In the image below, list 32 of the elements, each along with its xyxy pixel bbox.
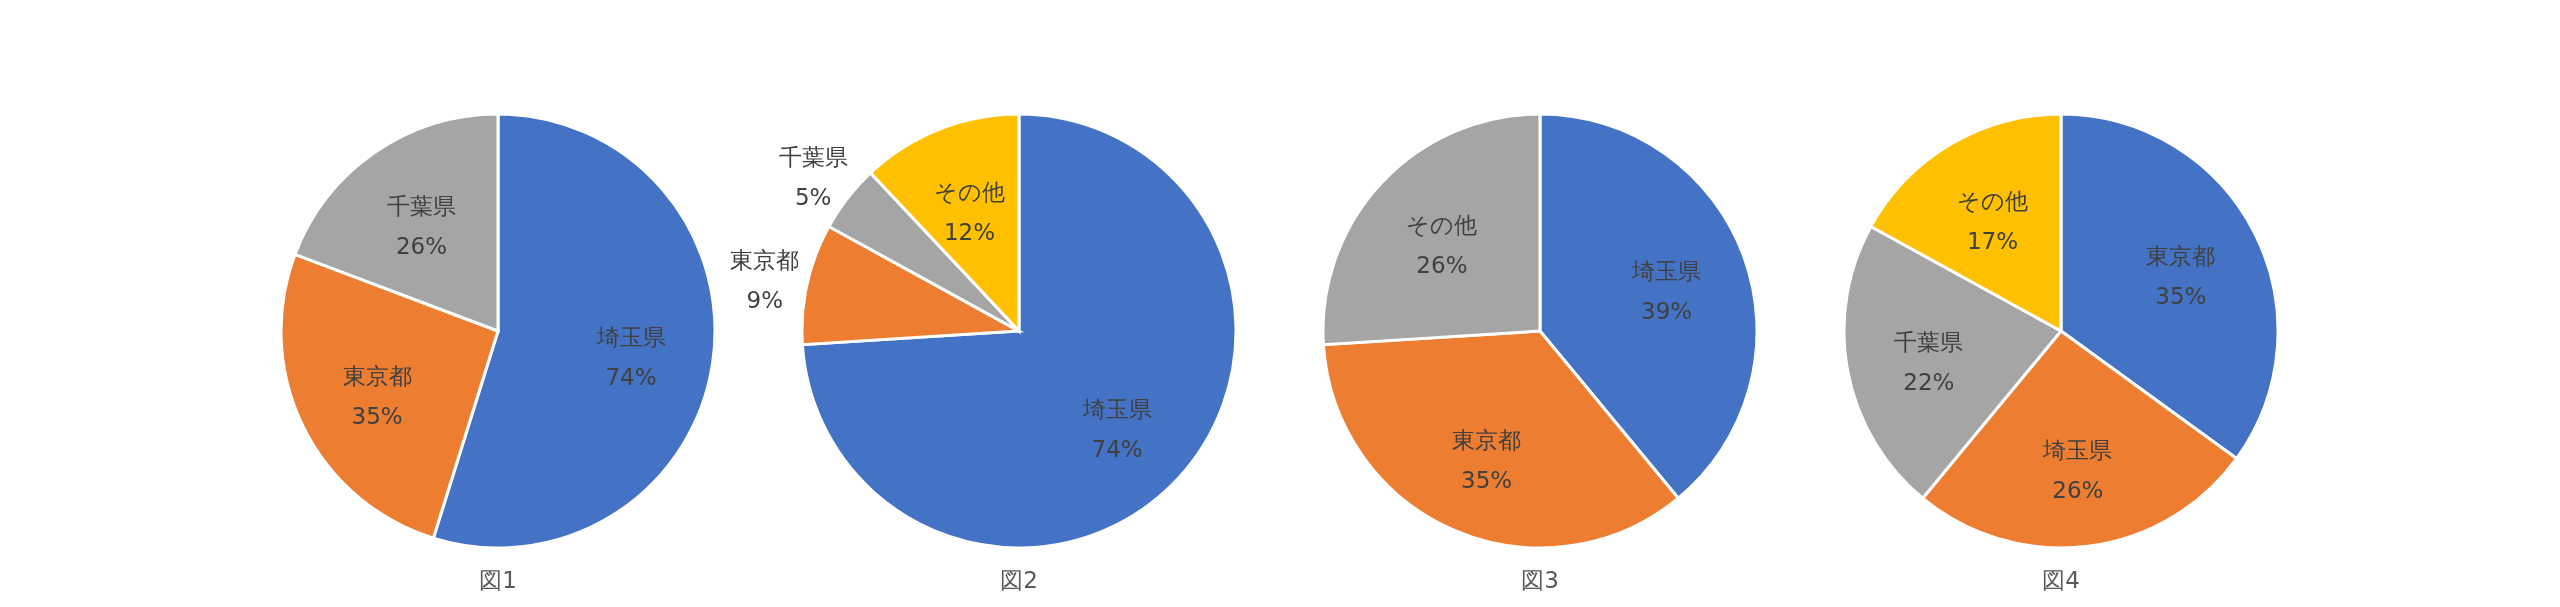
text: 図4 bbox=[2042, 567, 2080, 593]
slice-label: 千葉県 bbox=[778, 144, 848, 171]
slice-label: 東京都 bbox=[1452, 427, 1522, 454]
slice-label: 千葉県 bbox=[1894, 329, 1964, 356]
slice-label: その他 bbox=[1957, 188, 2029, 215]
slice-label: 埼玉県 bbox=[595, 324, 666, 351]
data-label: 26% bbox=[2052, 477, 2104, 504]
data-label: 35% bbox=[351, 402, 403, 429]
data-label: 26% bbox=[1416, 251, 1468, 278]
data-label: 5% bbox=[794, 184, 832, 211]
slice-label: その他 bbox=[1406, 211, 1478, 238]
data-label: 9% bbox=[746, 287, 784, 314]
slice-label: その他 bbox=[933, 178, 1005, 205]
slice-label: 埼玉県 bbox=[2042, 437, 2113, 464]
text: 図2 bbox=[1000, 567, 1038, 593]
text: 図3 bbox=[1521, 567, 1559, 593]
slice-label: 東京都 bbox=[342, 362, 412, 389]
data-label: 39% bbox=[1641, 298, 1693, 325]
data-label: 12% bbox=[943, 218, 996, 245]
slice-label: 東京都 bbox=[730, 247, 800, 274]
data-label: 26% bbox=[395, 233, 448, 260]
slice-label: 埼玉県 bbox=[1631, 258, 1702, 285]
slice-label: 埼玉県 bbox=[1081, 396, 1152, 423]
data-label: 74% bbox=[605, 364, 657, 391]
data-label: 17% bbox=[1966, 228, 2019, 255]
data-label: 35% bbox=[2155, 282, 2207, 309]
text: 図1 bbox=[479, 567, 517, 593]
slice-label: 東京都 bbox=[2146, 242, 2216, 269]
data-label: 74% bbox=[1091, 436, 1143, 463]
slice-label: 千葉県 bbox=[386, 193, 456, 220]
data-label: 35% bbox=[1461, 467, 1513, 494]
data-label: 22% bbox=[1903, 369, 1955, 396]
